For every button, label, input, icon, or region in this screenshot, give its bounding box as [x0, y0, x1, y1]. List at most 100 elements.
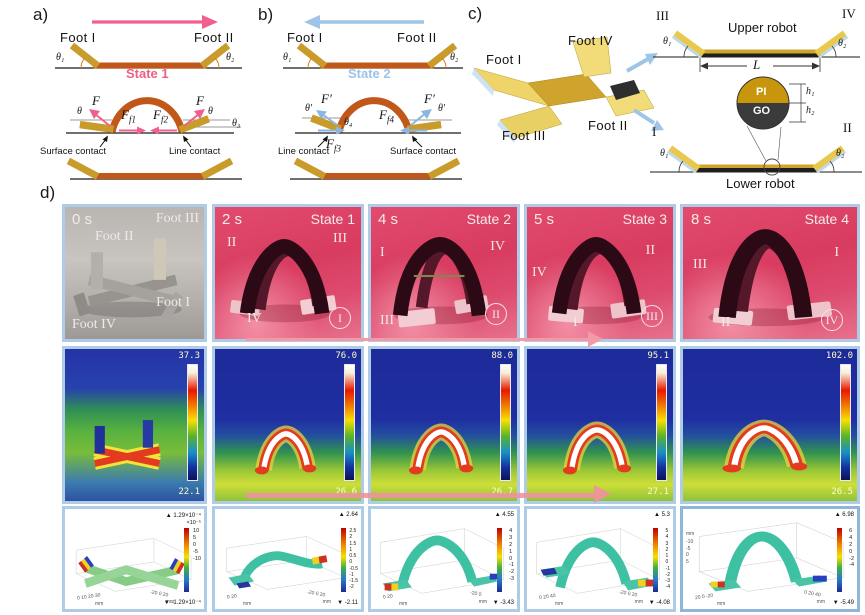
foot-3-label: Foot III: [155, 211, 199, 226]
plot-max-label: ▲ 6.98: [834, 512, 854, 518]
thermal-min-temperature: 22.1: [178, 487, 200, 497]
thermal-min-temperature: 27.1: [647, 487, 669, 497]
upper-robot-theta1: θ₁: [663, 36, 672, 47]
panel-b-angle-left-label: θ′: [305, 103, 313, 114]
foot-4-label: Foot IV: [72, 317, 116, 332]
thermal-min-temperature: 26.6: [335, 487, 357, 497]
plot-z-axis-ticks: -10 -5 0 5: [686, 539, 694, 565]
thermal-min-temperature: 26.7: [491, 487, 513, 497]
panel-c-material-inset: [736, 76, 806, 176]
plot-0s-surface: [75, 538, 192, 592]
panel-b-flat-robot-bottom: [290, 157, 462, 180]
numeral-right: II: [645, 243, 655, 258]
photo-0s: 0 s Foot III Foot II Foot I Foot IV: [62, 204, 207, 342]
thermal-colorbar: [840, 364, 851, 481]
panel-a-state-label: State 1: [126, 66, 169, 81]
plot-min-label: ▼ -2.11: [337, 600, 358, 606]
plot-y-axis-unit: mm: [478, 599, 487, 605]
panel-b-friction3-label: Ff3: [326, 136, 341, 154]
photo-4s-robot: [392, 237, 489, 328]
simulation-plot-4s: ▲ 4.55 4 3 2 1 0 -1 -2 -3 ▼ -3.43 0 20 m…: [368, 506, 520, 612]
inset-h1-label: h₁: [806, 86, 815, 97]
sequence-arrow-thermal: [246, 493, 594, 498]
plot-8s-surface: [698, 522, 845, 592]
inset-h2-label: h₂: [806, 105, 815, 116]
lower-robot-numeral-left: I: [652, 124, 657, 139]
numeral-bottom: IV: [247, 311, 262, 326]
panel-a-theta3-label: θ₃: [232, 118, 241, 129]
numeral-left: I: [380, 245, 385, 260]
schematic-canvas: [55, 15, 862, 180]
panel-a-surface-contact-label: Surface contact: [40, 146, 107, 157]
numeral-left: II: [227, 235, 237, 250]
lower-robot-theta1: θ₁: [660, 148, 669, 159]
sequence-arrow-thermal-head-icon: [594, 485, 611, 503]
panel-a-force-right-label: F: [196, 93, 204, 108]
plot-y-axis-unit: mm: [322, 599, 331, 605]
state-label: State 1: [310, 211, 355, 227]
panel-a-angle-left-label: θ: [77, 106, 82, 117]
photo-2s: 2 s State 1 II III IV I: [212, 204, 364, 342]
panel-b-foot-2-label: Foot II: [397, 30, 437, 45]
panel-d-tag: d): [40, 183, 56, 202]
plot-y-axis-unit: mm: [634, 599, 643, 605]
plot-unit-label: ×10⁻⁵: [186, 520, 201, 526]
plot-colorbar: [653, 528, 658, 592]
numeral-bottom: I: [573, 315, 578, 330]
plot-min-label: ▼ -5.49: [832, 600, 854, 606]
photo-0s-robot: [73, 238, 184, 323]
panel-b-line-contact-label: Line contact: [278, 146, 330, 157]
inset-pi-label: PI: [756, 86, 767, 98]
panel-a-foot-2-label: Foot II: [194, 30, 234, 45]
circled-step-numeral: II: [485, 303, 507, 325]
timestamp: 4 s: [378, 211, 399, 228]
photo-4s: 4 s State 2 I IV III II: [368, 204, 520, 342]
panel-a-foot-1-label: Foot I: [60, 30, 96, 45]
plot-colorbar-ticks: 6 4 2 0 -2 -4: [849, 528, 854, 569]
timestamp: 0 s: [72, 211, 93, 228]
plot-x-axis-unit: mm: [555, 601, 564, 607]
panel-a-friction1-label: Ff1: [121, 107, 136, 125]
panel-c-callout-arrows: [626, 53, 664, 131]
thermal-colorbar: [500, 364, 511, 481]
upper-robot-theta2: θ₂: [838, 38, 847, 49]
panel-a-theta1-label: θ₁: [56, 52, 65, 63]
plot-max-label: ▲ 1.29×10⁻⁴: [165, 513, 201, 519]
plot-x-axis-unit: mm: [717, 601, 726, 607]
photo-8s-robot: [708, 229, 833, 327]
upper-robot-numeral-left: III: [656, 8, 669, 23]
panel-b-force-left-label: F′: [321, 91, 332, 106]
panel-a-angle-right-label: θ: [208, 106, 213, 117]
panel-b-arch-robot: [295, 97, 461, 148]
upper-robot-title: Upper robot: [728, 20, 797, 35]
thermal-max-temperature: 88.0: [491, 351, 513, 361]
state-label: State 4: [804, 211, 849, 227]
thermal-max-temperature: 102.0: [825, 351, 853, 361]
plot-5s-surface: [535, 528, 661, 594]
numeral-right: IV: [490, 239, 505, 254]
photo-2s-robot: [230, 239, 337, 323]
timestamp: 8 s: [691, 211, 712, 228]
plot-x-axis-unit: mm: [243, 601, 252, 607]
plot-colorbar-ticks: 4 3 2 1 0 -1 -2 -3: [509, 528, 514, 583]
thermal-2s: 76.0 26.6: [212, 346, 364, 504]
plot-max-label: ▲ 5.3: [654, 512, 670, 518]
panel-b-surface-contact-label: Surface contact: [390, 146, 457, 157]
thermal-5s-robot: [563, 421, 632, 475]
panel-a-tag: a): [33, 5, 49, 24]
numeral-right: III: [333, 231, 347, 246]
simulation-plot-5s: ▲ 5.3 5 4 3 2 1 0 -1 -2 -3 -4 ▼ -4.08 0 …: [524, 506, 676, 612]
panel-b-flat-robot-top: [283, 42, 463, 69]
thermal-2s-robot: [254, 425, 317, 475]
simulation-plot-8s: ▲ 6.98 6 4 2 0 -2 -4 ▼ -5.49 -10 -5 0 5 …: [680, 506, 860, 612]
thermal-4s-robot: [408, 423, 474, 475]
plot-x-axis-unit: mm: [95, 601, 104, 607]
timestamp: 5 s: [534, 211, 555, 228]
simulation-plot-0s: ▲ 1.29×10⁻⁴ ×10⁻⁵ 10 5 0 -5 -10 ▼ -1.29×…: [62, 506, 207, 612]
plot-min-label: ▼ -3.43: [492, 600, 514, 606]
photo-5s-robot: [548, 237, 647, 325]
thermal-5s: 95.1 27.1: [524, 346, 676, 504]
plot-4s-surface: [379, 528, 505, 594]
lower-robot-theta2: θ₂: [836, 148, 845, 159]
